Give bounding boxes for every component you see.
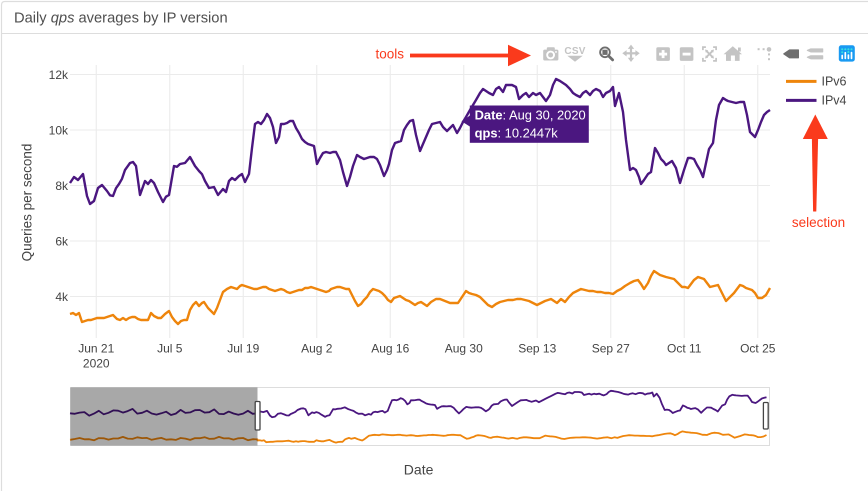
svg-text:4k: 4k <box>55 290 69 304</box>
svg-text:Aug 16: Aug 16 <box>371 342 409 356</box>
svg-text:CSV: CSV <box>564 46 585 57</box>
svg-text:Queries per second: Queries per second <box>20 144 35 262</box>
svg-text:Oct 25: Oct 25 <box>740 342 776 356</box>
svg-text:Sep 27: Sep 27 <box>592 342 630 356</box>
svg-text:Oct 11: Oct 11 <box>667 342 702 356</box>
svg-text:Date: Date <box>404 462 434 478</box>
svg-text:Sep 13: Sep 13 <box>518 342 556 356</box>
svg-text:6k: 6k <box>55 234 69 248</box>
svg-text:Date: Aug 30, 2020: Date: Aug 30, 2020 <box>475 108 586 123</box>
svg-text:tools: tools <box>375 47 404 62</box>
svg-text:IPv6: IPv6 <box>822 75 847 89</box>
svg-text:selection: selection <box>792 215 845 230</box>
svg-text:8k: 8k <box>55 179 69 193</box>
svg-text:IPv4: IPv4 <box>822 94 847 108</box>
svg-text:2020: 2020 <box>83 357 110 371</box>
svg-text:Jul 5: Jul 5 <box>157 342 183 356</box>
svg-text:Daily qps averages by IP versi: Daily qps averages by IP version <box>14 11 228 27</box>
svg-text:10k: 10k <box>49 123 69 137</box>
svg-text:qps: 10.2447k: qps: 10.2447k <box>475 125 559 140</box>
svg-text:12k: 12k <box>49 68 69 82</box>
svg-text:Aug 2: Aug 2 <box>301 342 333 356</box>
svg-text:Aug 30: Aug 30 <box>445 342 483 356</box>
svg-text:Jun 21: Jun 21 <box>78 342 114 356</box>
svg-text:Jul 19: Jul 19 <box>227 342 259 356</box>
